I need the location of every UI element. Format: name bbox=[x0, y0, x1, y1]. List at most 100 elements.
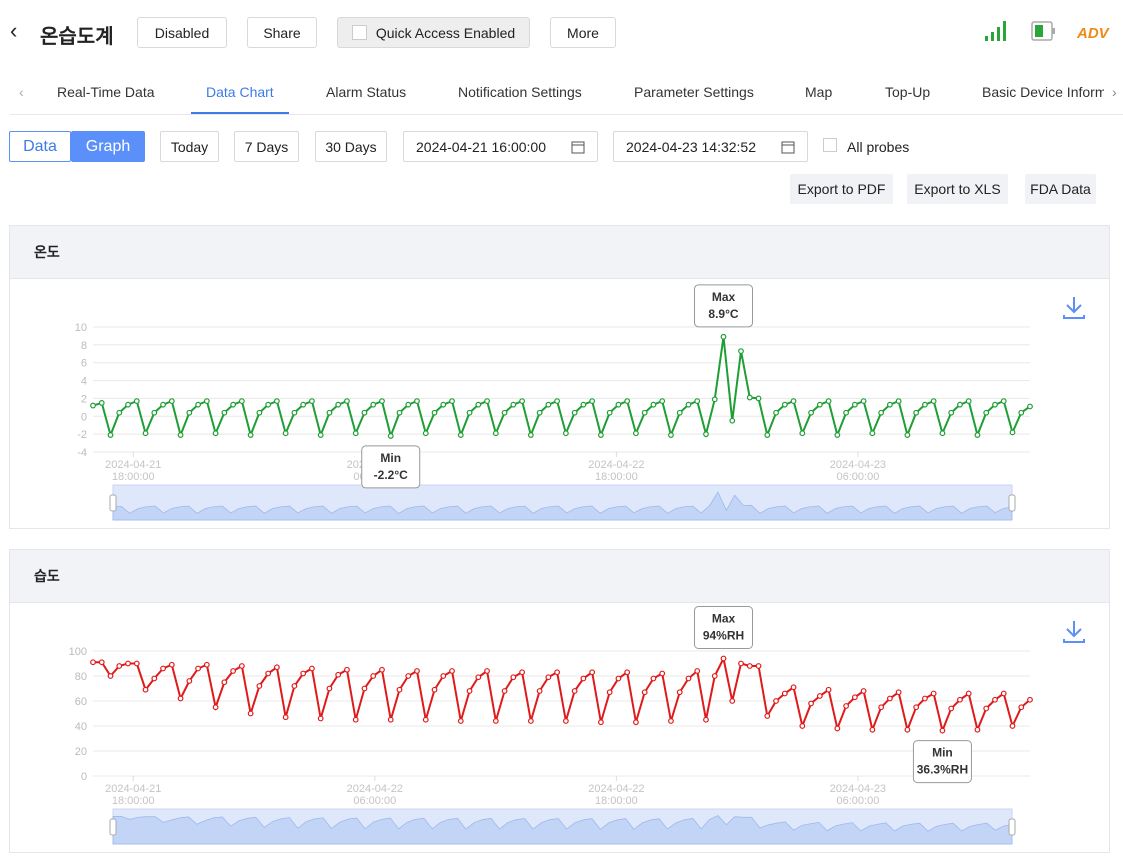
x-tick-label: 18:00:00 bbox=[595, 471, 638, 483]
data-point bbox=[370, 673, 377, 679]
data-point bbox=[457, 432, 464, 438]
data-point bbox=[957, 401, 963, 408]
button[interactable]: Disabled bbox=[137, 17, 227, 48]
range-button[interactable]: Today bbox=[160, 131, 219, 162]
range-button[interactable]: 30 Days bbox=[315, 131, 387, 162]
data-point bbox=[878, 704, 885, 711]
data-point bbox=[212, 430, 219, 437]
data-point bbox=[527, 718, 534, 724]
data-point bbox=[151, 675, 158, 682]
data-point bbox=[361, 409, 368, 416]
data-point bbox=[335, 401, 342, 408]
back[interactable]: ‹ bbox=[10, 18, 18, 43]
download-icon[interactable] bbox=[1063, 297, 1085, 319]
data-point bbox=[571, 409, 578, 416]
y-tick-label: 4 bbox=[81, 376, 87, 388]
data-point bbox=[151, 409, 158, 416]
data-point bbox=[90, 659, 96, 666]
export-button[interactable]: Export to PDF bbox=[790, 174, 893, 204]
tab-underline bbox=[191, 112, 289, 114]
tab[interactable]: Parameter Settings bbox=[634, 84, 754, 100]
data-point bbox=[869, 726, 876, 733]
data-point bbox=[1018, 409, 1025, 416]
checkbox[interactable] bbox=[823, 138, 837, 152]
x-tick-label: 2024-04-22 bbox=[347, 783, 403, 795]
data-point bbox=[273, 664, 280, 671]
tooltip-value: 36.3%RH bbox=[917, 763, 968, 777]
tab[interactable]: Basic Device Inform bbox=[982, 84, 1104, 100]
checkbox-label: All probes bbox=[847, 139, 910, 155]
data-point bbox=[466, 688, 473, 694]
data-point bbox=[203, 398, 210, 405]
data-point bbox=[720, 333, 727, 340]
data-point bbox=[624, 669, 631, 676]
tab[interactable]: Map bbox=[805, 84, 833, 100]
data-point bbox=[203, 661, 210, 668]
data-point bbox=[133, 398, 140, 405]
export-button[interactable]: Export to XLS bbox=[907, 174, 1008, 204]
data-point bbox=[265, 670, 272, 677]
y-tick-label: 60 bbox=[75, 696, 87, 708]
x-tick-label: 06:00:00 bbox=[837, 471, 880, 483]
data-point bbox=[501, 688, 508, 694]
tab-next[interactable]: › bbox=[1112, 84, 1117, 100]
data-point bbox=[816, 693, 823, 699]
series-line bbox=[93, 655, 1031, 734]
data-point bbox=[501, 409, 508, 416]
data-point bbox=[449, 398, 455, 405]
data-point bbox=[808, 409, 814, 416]
data-point bbox=[352, 716, 359, 723]
data-point bbox=[825, 398, 832, 405]
tab[interactable]: Alarm Status bbox=[326, 84, 407, 100]
data-point bbox=[160, 401, 166, 408]
tooltip-label: Max bbox=[712, 612, 736, 626]
data-point bbox=[536, 409, 543, 416]
tab[interactable]: Real-Time Data bbox=[57, 84, 155, 100]
y-tick-label: 2 bbox=[81, 393, 87, 405]
data-point bbox=[659, 398, 666, 405]
data-point bbox=[650, 401, 657, 408]
data-point bbox=[247, 432, 254, 438]
tab[interactable]: Notification Settings bbox=[458, 84, 582, 100]
chart-panel: 온도 -4 -2 0 2 4 6 8 10 2024-04-21 18:00:00 2024-04-… bbox=[9, 225, 1110, 529]
tab-active[interactable]: Data Chart bbox=[206, 84, 274, 100]
data-point bbox=[168, 661, 175, 668]
data-point bbox=[676, 689, 683, 696]
data-point bbox=[562, 718, 569, 724]
data-point bbox=[238, 663, 245, 669]
data-point bbox=[414, 398, 420, 405]
data-point bbox=[387, 433, 394, 439]
date-text: 2024-04-21 16:00:00 bbox=[416, 138, 546, 155]
data-point bbox=[633, 719, 639, 726]
data-point bbox=[90, 402, 96, 409]
data-point bbox=[589, 669, 596, 676]
button[interactable]: More bbox=[550, 17, 616, 48]
data-point bbox=[580, 401, 587, 408]
x-tick-label: 2024-04-22 bbox=[588, 783, 644, 795]
button[interactable]: Quick Access Enabled bbox=[337, 17, 530, 48]
data-point bbox=[851, 694, 858, 701]
range-button[interactable]: 7 Days bbox=[234, 131, 299, 162]
data-point bbox=[160, 665, 166, 672]
download-arrow bbox=[1063, 297, 1085, 319]
data-point bbox=[317, 432, 324, 438]
date-input[interactable]: 2024-04-23 14:32:52 bbox=[613, 131, 808, 162]
data-point bbox=[668, 718, 674, 724]
toggle[interactable]: Data bbox=[9, 131, 71, 162]
date-input[interactable]: 2024-04-21 16:00:00 bbox=[403, 131, 598, 162]
toggle-active[interactable]: Graph bbox=[71, 131, 145, 162]
checkbox[interactable] bbox=[351, 25, 367, 40]
data-point bbox=[878, 409, 885, 416]
y-tick-label: 10 bbox=[75, 322, 87, 334]
data-point bbox=[221, 409, 228, 416]
export-button[interactable]: FDA Data bbox=[1025, 174, 1096, 204]
download-icon[interactable] bbox=[1063, 621, 1085, 643]
data-point bbox=[396, 409, 403, 416]
data-point bbox=[773, 409, 779, 416]
data-point bbox=[186, 409, 193, 416]
tab-prev[interactable]: ‹ bbox=[19, 84, 24, 100]
button[interactable]: Share bbox=[247, 17, 317, 48]
tab[interactable]: Top-Up bbox=[885, 84, 931, 100]
data-point bbox=[729, 698, 736, 704]
